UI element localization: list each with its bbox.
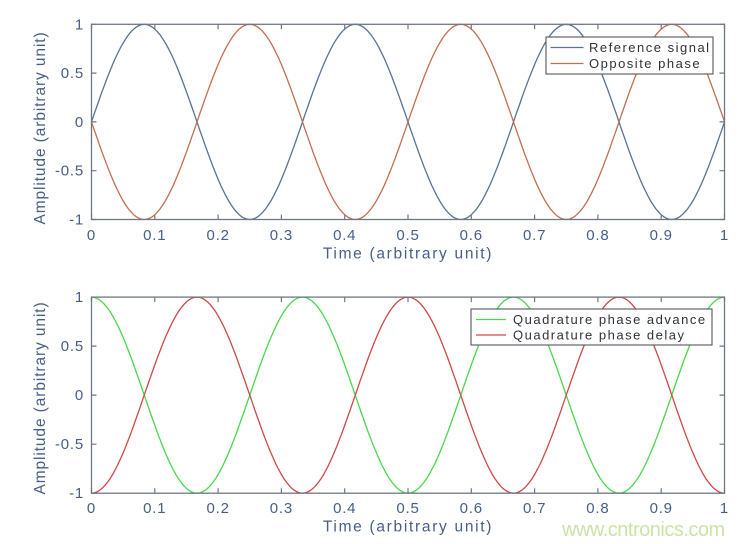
svg-text:Reference signal: Reference signal xyxy=(589,40,711,55)
svg-text:0.2: 0.2 xyxy=(206,500,229,517)
svg-text:0.5: 0.5 xyxy=(396,500,419,517)
svg-text:0: 0 xyxy=(75,114,84,131)
svg-text:Opposite phase: Opposite phase xyxy=(589,56,701,71)
svg-text:0.7: 0.7 xyxy=(523,227,546,244)
svg-text:Amplitude (arbitrary unit): Amplitude (arbitrary unit) xyxy=(32,31,49,224)
svg-text:0.1: 0.1 xyxy=(143,500,166,517)
svg-text:Quadrature phase delay: Quadrature phase delay xyxy=(513,328,685,343)
svg-text:0.9: 0.9 xyxy=(650,227,673,244)
svg-text:0: 0 xyxy=(87,227,96,244)
svg-text:0.8: 0.8 xyxy=(586,500,609,517)
svg-text:-0.5: -0.5 xyxy=(55,436,84,453)
svg-text:0.5: 0.5 xyxy=(61,338,84,355)
svg-text:Time (arbitrary unit): Time (arbitrary unit) xyxy=(323,246,493,263)
svg-text:0.4: 0.4 xyxy=(333,500,356,517)
svg-text:www.cntronics.com: www.cntronics.com xyxy=(561,519,725,541)
svg-text:0.6: 0.6 xyxy=(460,227,483,244)
svg-text:0.1: 0.1 xyxy=(143,227,166,244)
svg-text:0.9: 0.9 xyxy=(650,500,673,517)
svg-text:Amplitude (arbitrary unit): Amplitude (arbitrary unit) xyxy=(32,301,49,494)
svg-text:1: 1 xyxy=(720,227,729,244)
svg-text:0.4: 0.4 xyxy=(333,227,356,244)
svg-text:-1: -1 xyxy=(69,212,84,229)
svg-text:0.7: 0.7 xyxy=(523,500,546,517)
svg-text:Quadrature phase advance: Quadrature phase advance xyxy=(513,312,707,327)
svg-text:0.5: 0.5 xyxy=(396,227,419,244)
svg-text:0: 0 xyxy=(87,500,96,517)
svg-text:0.6: 0.6 xyxy=(460,500,483,517)
svg-text:0.2: 0.2 xyxy=(206,227,229,244)
svg-text:1: 1 xyxy=(720,500,729,517)
svg-text:-0.5: -0.5 xyxy=(55,163,84,180)
svg-text:-1: -1 xyxy=(69,485,84,502)
svg-text:1: 1 xyxy=(75,16,84,33)
svg-text:0.5: 0.5 xyxy=(61,65,84,82)
svg-text:0: 0 xyxy=(75,387,84,404)
svg-text:0.8: 0.8 xyxy=(586,227,609,244)
svg-text:1: 1 xyxy=(75,289,84,306)
svg-text:0.3: 0.3 xyxy=(270,500,293,517)
svg-text:0.3: 0.3 xyxy=(270,227,293,244)
svg-text:Time (arbitrary unit): Time (arbitrary unit) xyxy=(323,519,493,536)
